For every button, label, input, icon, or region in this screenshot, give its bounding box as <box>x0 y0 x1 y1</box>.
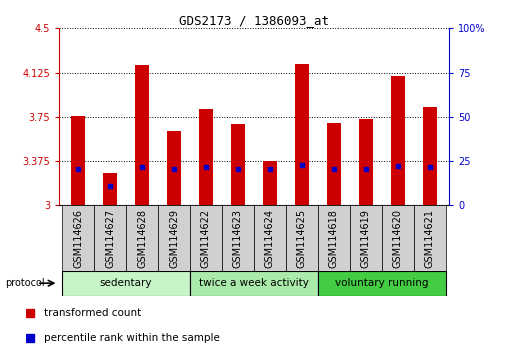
Text: sedentary: sedentary <box>100 278 152 288</box>
Bar <box>199 109 213 205</box>
Bar <box>350 205 382 271</box>
Text: GSM114624: GSM114624 <box>265 209 275 268</box>
Bar <box>359 119 373 205</box>
Bar <box>62 271 190 296</box>
Bar <box>167 131 181 205</box>
Text: GSM114628: GSM114628 <box>137 209 147 268</box>
Bar <box>413 205 446 271</box>
Bar <box>327 123 341 205</box>
Bar <box>423 107 437 205</box>
Text: voluntary running: voluntary running <box>335 278 428 288</box>
Text: GSM114618: GSM114618 <box>329 209 339 268</box>
Text: GSM114622: GSM114622 <box>201 209 211 268</box>
Text: GSM114620: GSM114620 <box>393 209 403 268</box>
Bar <box>231 124 245 205</box>
Bar <box>126 205 158 271</box>
Bar <box>135 65 149 205</box>
Bar <box>71 116 85 205</box>
Text: GSM114626: GSM114626 <box>73 209 83 268</box>
Bar <box>294 64 309 205</box>
Text: GSM114619: GSM114619 <box>361 209 371 268</box>
Bar <box>103 173 117 205</box>
Text: transformed count: transformed count <box>44 308 142 318</box>
Text: GSM114621: GSM114621 <box>425 209 435 268</box>
Text: GSM114623: GSM114623 <box>233 209 243 268</box>
Bar <box>94 205 126 271</box>
Bar <box>318 205 350 271</box>
Bar <box>190 271 318 296</box>
Bar <box>190 205 222 271</box>
Text: protocol: protocol <box>5 278 45 288</box>
Text: percentile rank within the sample: percentile rank within the sample <box>44 333 220 343</box>
Bar <box>390 75 405 205</box>
Bar <box>222 205 254 271</box>
Text: twice a week activity: twice a week activity <box>199 278 309 288</box>
Text: GSM114629: GSM114629 <box>169 209 179 268</box>
Bar <box>158 205 190 271</box>
Bar <box>382 205 413 271</box>
Bar <box>286 205 318 271</box>
Bar <box>318 271 446 296</box>
Text: GSM114627: GSM114627 <box>105 209 115 268</box>
Bar <box>62 205 94 271</box>
Text: GSM114625: GSM114625 <box>297 209 307 268</box>
Bar <box>263 161 277 205</box>
Title: GDS2173 / 1386093_at: GDS2173 / 1386093_at <box>179 14 329 27</box>
Bar <box>254 205 286 271</box>
